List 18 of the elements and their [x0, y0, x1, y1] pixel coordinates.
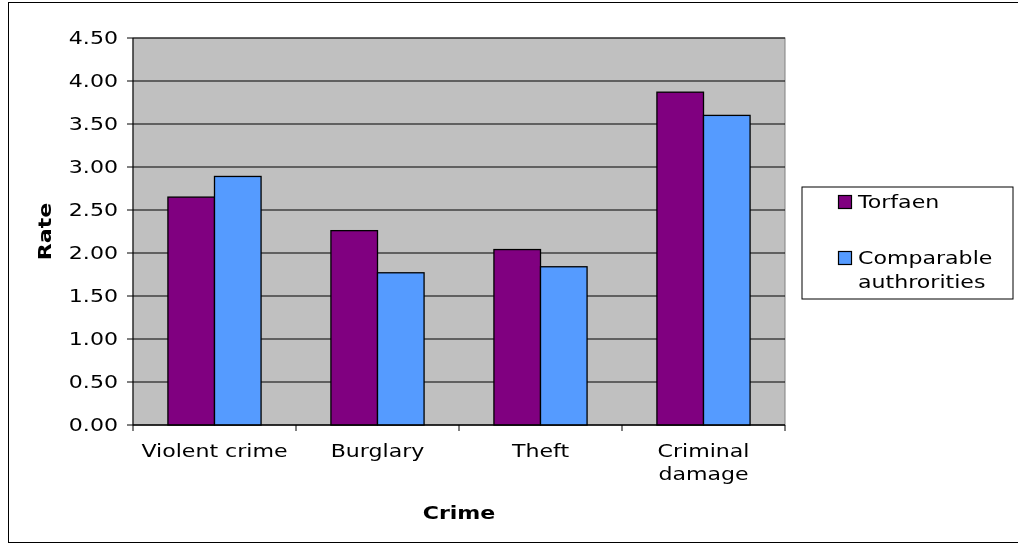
legend-label: Torfaen — [856, 192, 940, 213]
x-tick-label: Criminal damage — [657, 441, 750, 485]
y-tick-label: 2.50 — [68, 200, 118, 221]
x-tick-label: Burglary — [330, 441, 425, 462]
y-axis-title: Rate — [35, 202, 56, 261]
y-tick-label: 4.00 — [68, 71, 118, 92]
y-tick-label: 2.00 — [68, 243, 118, 264]
y-tick-label: 1.00 — [68, 329, 118, 350]
y-tick-label: 3.00 — [68, 157, 118, 178]
x-axis-title: Crime — [422, 503, 496, 524]
y-tick-label: 1.50 — [68, 286, 118, 307]
y-tick-label: 0.50 — [68, 372, 118, 393]
x-tick-label: Violent crime — [141, 441, 288, 462]
legend-label: Comparable authrorities — [858, 248, 993, 293]
x-tick-label: Theft — [510, 441, 570, 462]
y-tick-label: 0.00 — [68, 415, 118, 436]
y-tick-label: 3.50 — [68, 114, 118, 135]
y-tick-label: 4.50 — [68, 28, 118, 49]
